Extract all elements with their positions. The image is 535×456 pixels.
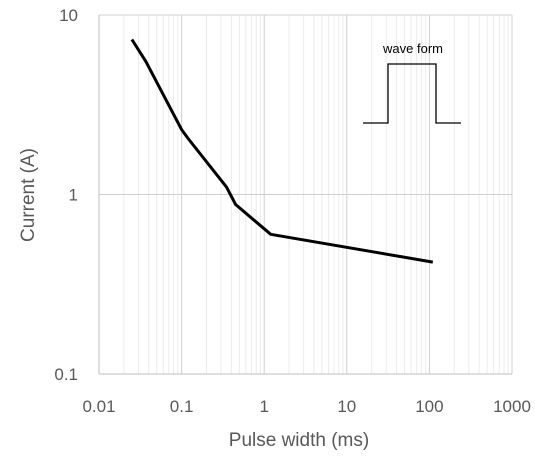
x-tick-label: 1000 [493,397,531,416]
y-tick-labels: 0.1 1 10 [54,6,78,384]
x-tick-label: 0.01 [82,397,115,416]
x-tick-label: 10 [337,397,356,416]
x-tick-label: 1 [259,397,268,416]
x-axis-title: Pulse width (ms) [229,430,369,451]
y-axis-title: Current (A) [18,148,39,242]
x-tick-label: 0.1 [170,397,194,416]
axes [98,15,512,375]
y-tick-label: 1 [69,186,78,205]
series-line [130,38,434,264]
series [130,38,434,264]
x-tick-label: 100 [415,397,443,416]
x-tick-labels: 0.01 0.1 1 10 100 1000 [82,397,530,416]
waveform-inset: wave form [363,41,461,124]
y-tick-label: 0.1 [54,365,78,384]
waveform-icon [363,63,461,124]
grid [98,14,513,375]
waveform-label: wave form [382,41,443,56]
y-tick-label: 10 [59,6,78,25]
